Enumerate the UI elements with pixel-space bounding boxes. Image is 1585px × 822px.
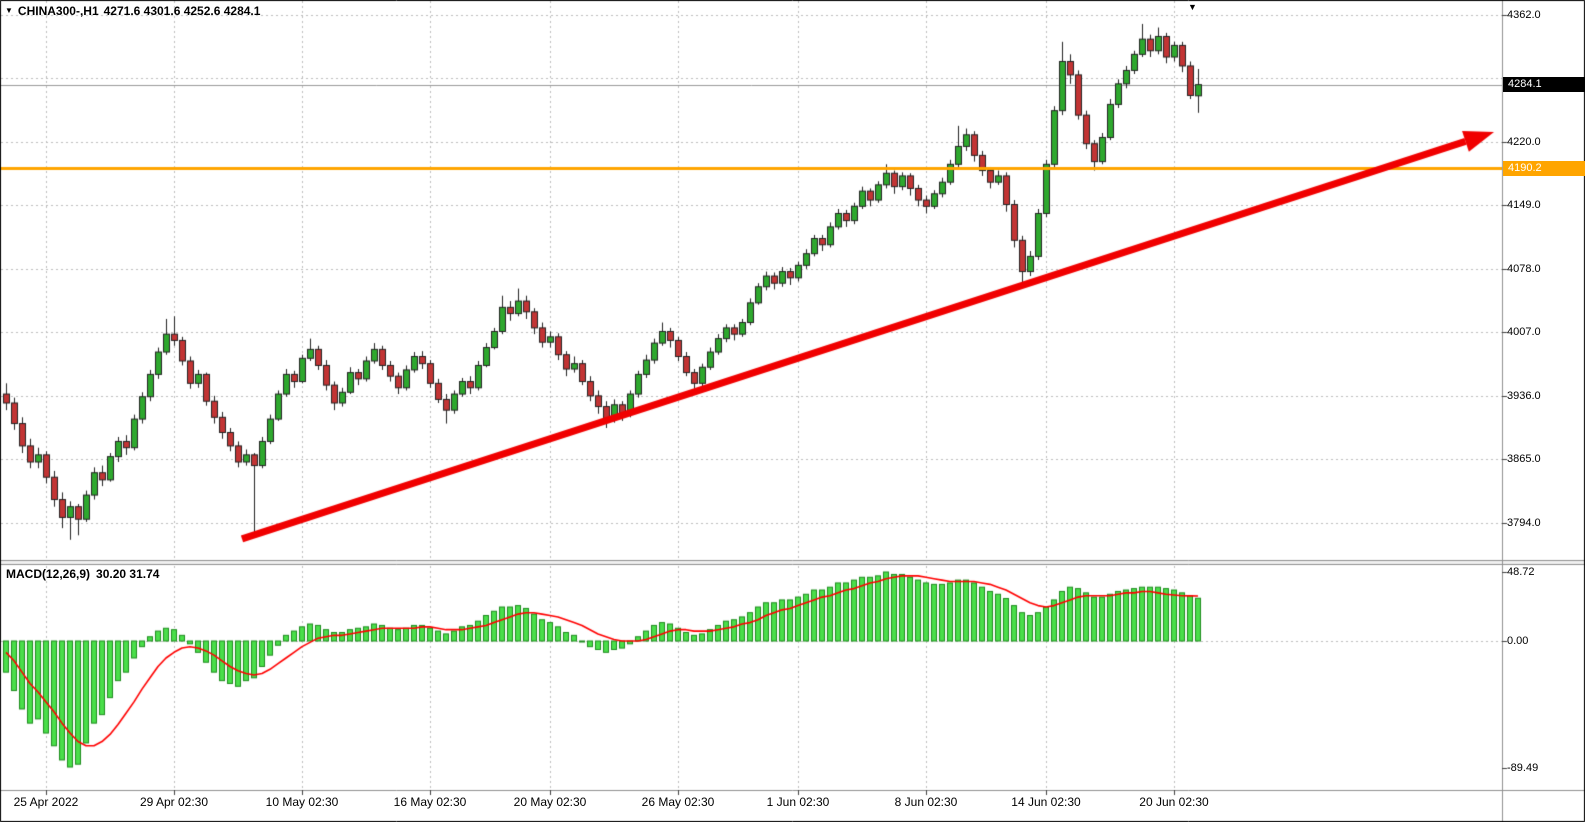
ohlc-values: 4271.6 4301.6 4252.6 4284.1 [103, 4, 261, 18]
time-axis-label: 26 May 02:30 [641, 795, 715, 809]
time-axis-label: 1 Jun 02:30 [766, 795, 830, 809]
price-scale-label: 4149.0 [1507, 199, 1541, 212]
macd-scale-label: 0.00 [1507, 635, 1529, 647]
current-price-badge: 4284.1 [1503, 77, 1585, 93]
time-axis-label: 20 May 02:30 [513, 795, 587, 809]
chart-header: ▼ CHINA300-,H1 4271.6 4301.6 4252.6 4284… [5, 4, 260, 18]
price-scale-label: 3794.0 [1507, 516, 1541, 529]
time-axis-label: 16 May 02:30 [393, 795, 467, 809]
price-scale-label: 4007.0 [1507, 326, 1541, 339]
price-scale-label: 3936.0 [1507, 389, 1541, 402]
price-scale-label: 4078.0 [1507, 262, 1541, 275]
time-axis-label: 20 Jun 02:30 [1139, 795, 1209, 809]
macd-values: 30.20 31.74 [96, 567, 160, 581]
macd-label: MACD(12,26,9) [6, 567, 91, 581]
price-scale-label: 4362.0 [1507, 9, 1541, 21]
price-scale-label: 3865.0 [1507, 453, 1541, 466]
time-axis-label: 8 Jun 02:30 [894, 795, 958, 809]
symbol-timeframe-label: CHINA300-,H1 [17, 4, 99, 18]
time-axis-label: 29 Apr 02:30 [139, 795, 209, 809]
macd-indicator-header: MACD(12,26,9) 30.20 31.74 [6, 567, 159, 581]
collapse-icon[interactable]: ▼ [5, 6, 13, 15]
price-scale-label: 4220.0 [1507, 135, 1541, 148]
macd-scale-label: -89.49 [1507, 761, 1539, 774]
time-axis-label: 10 May 02:30 [265, 795, 339, 809]
time-axis-label: 25 Apr 2022 [13, 795, 79, 809]
orange-level-badge: 4190.2 [1503, 161, 1585, 177]
time-axis-label: 14 Jun 02:30 [1011, 795, 1081, 809]
macd-scale-label: 48.72 [1507, 566, 1535, 578]
chart-shift-marker[interactable]: ▼ [1188, 2, 1197, 12]
